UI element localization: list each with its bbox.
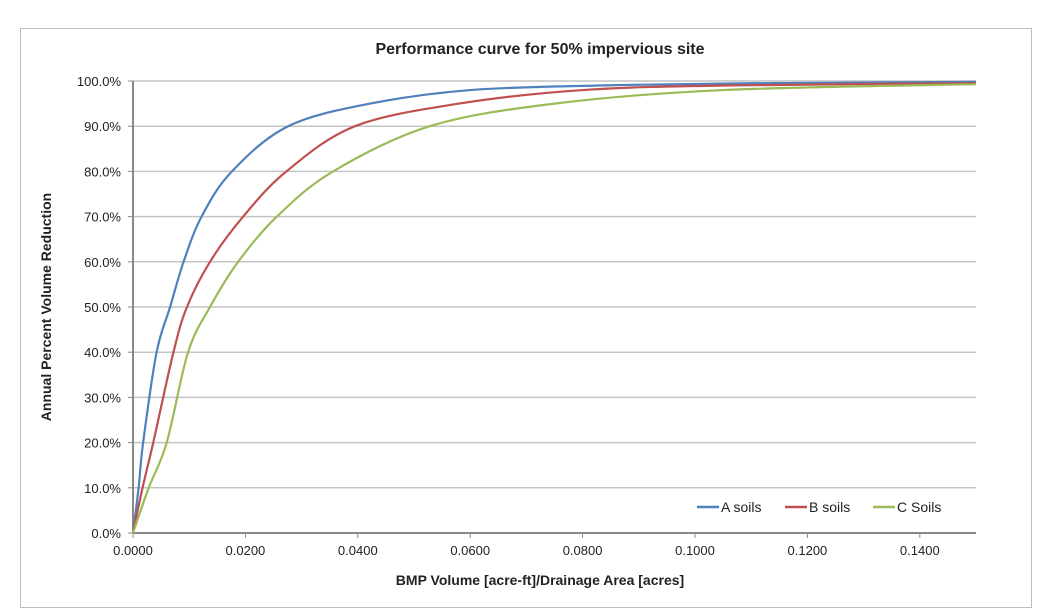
- x-tick-label: 0.1000: [675, 543, 715, 558]
- legend-entry: B soils: [809, 499, 850, 515]
- series-line-a-soils: [131, 80, 977, 534]
- x-tick-label: 0.0000: [113, 543, 153, 558]
- y-tick-label: 50.0%: [84, 300, 121, 315]
- x-axis-label: BMP Volume [acre-ft]/Drainage Area [acre…: [396, 572, 684, 588]
- series-line-c-soils: [131, 83, 977, 534]
- y-tick-label: 40.0%: [84, 345, 121, 360]
- legend: A soils B soils C Soils: [686, 494, 962, 522]
- y-axis-label: Annual Percent Volume Reduction: [38, 193, 54, 421]
- x-tick-label: 0.1200: [788, 543, 828, 558]
- series-line-b-soils: [131, 82, 977, 534]
- legend-entry: C Soils: [897, 499, 941, 515]
- chart-title: Performance curve for 50% impervious sit…: [375, 41, 704, 58]
- x-tick-label: 0.0600: [450, 543, 490, 558]
- x-tick-label: 0.0200: [226, 543, 266, 558]
- y-tick-label: 20.0%: [84, 436, 121, 451]
- y-tick-label: 10.0%: [84, 481, 121, 496]
- chart-frame: [20, 28, 1032, 608]
- y-tick-label: 0.0%: [91, 526, 121, 541]
- y-tick-label: 100.0%: [77, 74, 122, 89]
- x-tick-label: 0.1400: [900, 543, 940, 558]
- x-tick-label: 0.0400: [338, 543, 378, 558]
- legend-background: [686, 494, 962, 522]
- y-tick-label: 70.0%: [84, 210, 121, 225]
- x-tick-label: 0.0800: [563, 543, 603, 558]
- y-tick-label: 90.0%: [84, 119, 121, 134]
- y-tick-label: 80.0%: [84, 164, 121, 179]
- legend-entry: A soils: [721, 499, 761, 515]
- y-tick-label: 30.0%: [84, 390, 121, 405]
- y-tick-label: 60.0%: [84, 255, 121, 270]
